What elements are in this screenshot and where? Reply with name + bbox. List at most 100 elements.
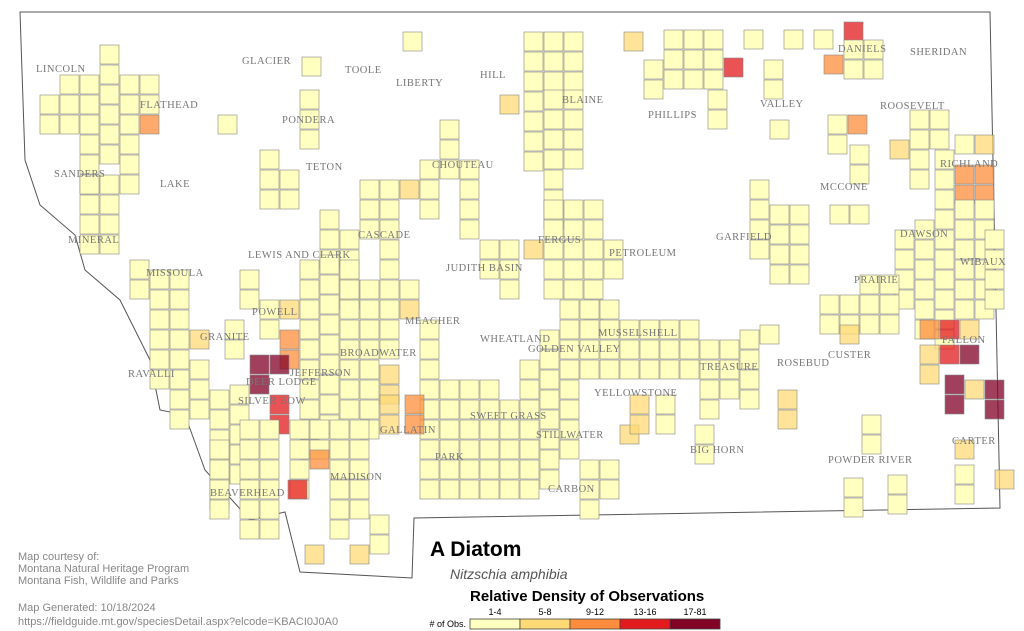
grid-cell xyxy=(439,139,460,160)
grid-cell xyxy=(934,209,955,230)
grid-cell xyxy=(563,259,584,280)
grid-cell xyxy=(209,389,230,410)
county-label: LEWIS AND CLARK xyxy=(248,250,351,261)
grid-cell xyxy=(563,149,584,170)
grid-cell xyxy=(769,119,790,140)
grid-cell xyxy=(349,419,370,440)
county-label: MISSOULA xyxy=(146,268,204,279)
grid-cell xyxy=(954,219,975,240)
grid-cell xyxy=(769,224,790,245)
county-label: POWELL xyxy=(252,307,298,318)
grid-cell xyxy=(894,249,915,270)
grid-cell xyxy=(603,259,624,280)
grid-cell xyxy=(789,224,810,245)
grid-cell xyxy=(279,169,300,190)
grid-cell xyxy=(149,289,170,310)
grid-cell xyxy=(543,279,564,300)
grid-cell xyxy=(499,259,520,280)
grid-cell xyxy=(847,114,868,135)
grid-cell xyxy=(563,219,584,240)
grid-cell xyxy=(119,94,140,115)
grid-cell xyxy=(299,319,320,340)
legend-swatch xyxy=(619,618,671,630)
grid-cell xyxy=(863,59,884,80)
legend-swatch xyxy=(519,618,571,630)
grid-cell xyxy=(843,497,864,518)
county-label: PRAIRIE xyxy=(854,275,898,286)
grid-cell xyxy=(863,39,884,60)
grid-cell xyxy=(189,359,210,380)
grid-cell xyxy=(539,469,560,490)
grid-cell xyxy=(519,419,540,440)
grid-cell xyxy=(599,459,620,480)
grid-cell xyxy=(699,359,720,380)
legend-label: 5-8 xyxy=(538,607,551,617)
grid-cell xyxy=(859,294,880,315)
grid-cell xyxy=(359,399,380,420)
grid-cell xyxy=(827,114,848,135)
grid-cell xyxy=(99,104,120,125)
grid-cell xyxy=(189,379,210,400)
grid-cell xyxy=(679,339,700,360)
grid-cell xyxy=(519,439,540,460)
grid-cell xyxy=(543,89,564,110)
grid-cell xyxy=(259,299,280,320)
legend: 1-4 5-8 9-12 13-16 17-81 xyxy=(469,607,721,630)
grid-cell xyxy=(599,479,620,500)
grid-cell xyxy=(563,31,584,52)
grid-cell xyxy=(563,129,584,150)
grid-cell xyxy=(379,279,400,300)
grid-cell xyxy=(843,59,864,80)
grid-cell xyxy=(299,109,320,130)
grid-cell xyxy=(579,339,600,360)
grid-cell xyxy=(543,169,564,190)
grid-cell xyxy=(563,239,584,260)
grid-cell xyxy=(379,199,400,220)
county-label: MCCONE xyxy=(820,182,868,193)
grid-cell xyxy=(499,459,520,480)
grid-cell xyxy=(849,144,870,165)
grid-cell xyxy=(749,179,770,200)
grid-cell xyxy=(339,319,360,340)
grid-cell xyxy=(939,319,960,340)
county-label: MINERAL xyxy=(68,235,119,246)
grid-cell xyxy=(379,259,400,280)
county-label: POWDER RIVER xyxy=(828,455,912,466)
grid-cell xyxy=(829,204,850,225)
county-label: JUDITH BASIN xyxy=(446,263,523,274)
grid-cell xyxy=(619,319,640,340)
grid-cell xyxy=(703,29,724,50)
grid-cell xyxy=(299,279,320,300)
grid-cell xyxy=(259,459,280,480)
county-label: DAWSON xyxy=(900,229,948,240)
grid-cell xyxy=(299,399,320,420)
species-url: https://fieldguide.mt.gov/speciesDetail.… xyxy=(18,616,338,628)
grid-cell xyxy=(239,479,260,500)
grid-cell xyxy=(914,219,935,240)
grid-cell xyxy=(739,389,760,410)
grid-cell xyxy=(299,299,320,320)
grid-cell xyxy=(629,394,650,415)
grid-cell xyxy=(929,109,950,130)
grid-cell xyxy=(849,164,870,185)
grid-cell xyxy=(459,199,480,220)
grid-cell xyxy=(954,239,975,260)
grid-cell xyxy=(543,149,564,170)
grid-cell xyxy=(59,114,80,135)
grid-cell xyxy=(359,179,380,200)
grid-cell xyxy=(789,244,810,265)
grid-cell xyxy=(419,319,440,340)
grid-cell xyxy=(934,149,955,170)
grid-cell xyxy=(703,69,724,90)
grid-cell xyxy=(399,279,420,300)
grid-cell xyxy=(499,239,520,260)
county-label: WIBAUX xyxy=(960,257,1006,268)
grid-cell xyxy=(523,151,544,172)
grid-cell xyxy=(739,369,760,390)
grid-cell xyxy=(559,439,580,460)
grid-cell xyxy=(663,29,684,50)
grid-cell xyxy=(79,214,100,235)
grid-cell xyxy=(859,314,880,335)
grid-cell xyxy=(349,499,370,520)
